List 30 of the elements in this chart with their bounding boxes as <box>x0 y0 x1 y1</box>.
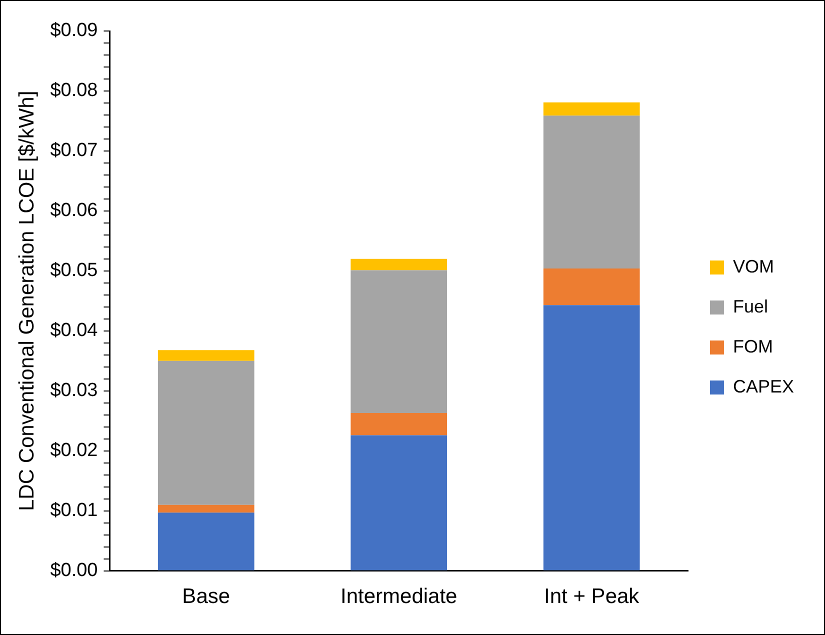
y-tick-label: $0.06 <box>50 200 98 222</box>
x-tick-label: Base <box>182 585 230 608</box>
legend-label: FOM <box>732 336 773 356</box>
bar <box>350 413 448 436</box>
bar <box>543 305 640 570</box>
y-tick-label: $0.03 <box>50 380 98 402</box>
legend-label: VOM <box>732 256 774 276</box>
y-tick-label: $0.08 <box>50 80 98 102</box>
bar <box>543 102 640 116</box>
y-tick-label: $0.01 <box>50 500 98 522</box>
legend-label: Fuel <box>732 296 768 316</box>
y-tick-label: $0.02 <box>50 440 98 462</box>
y-tick-label: $0.05 <box>50 260 98 282</box>
x-tick-label: Int + Peak <box>544 585 640 608</box>
bar <box>350 270 448 414</box>
bar <box>543 268 640 306</box>
legend-label: CAPEX <box>732 376 794 396</box>
bar <box>158 512 254 570</box>
x-tick-label: Intermediate <box>340 585 458 608</box>
bar <box>158 504 254 513</box>
y-tick-label: $0.09 <box>50 20 98 42</box>
bar <box>158 350 254 361</box>
bar <box>350 435 448 570</box>
y-tick-label: $0.04 <box>50 320 98 342</box>
y-axis-title: LDC Conventional Generation LCOE [$/kWh] <box>15 90 38 512</box>
bar <box>543 116 640 269</box>
y-tick-label: $0.07 <box>50 140 98 162</box>
bar <box>158 360 254 505</box>
y-tick-label: $0.00 <box>50 560 98 582</box>
bar <box>350 258 448 270</box>
